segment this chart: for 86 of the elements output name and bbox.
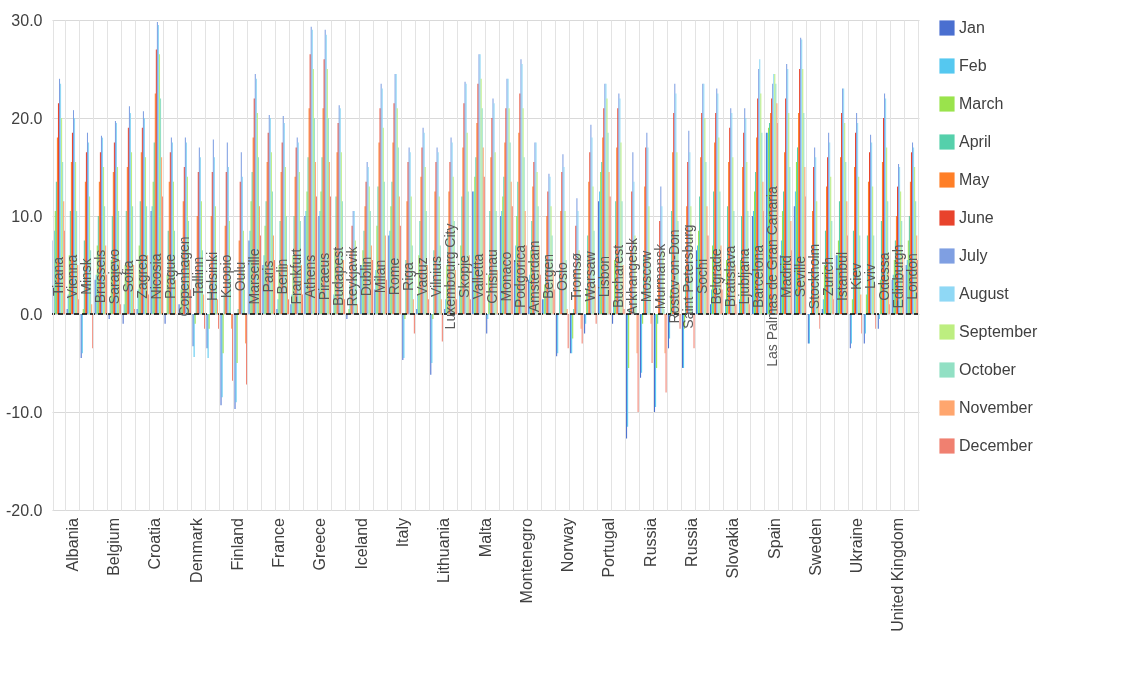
x-tick-label: Zurich xyxy=(819,257,836,296)
text: Denmark xyxy=(187,517,205,583)
x-tick-label: Zagreb xyxy=(134,254,151,299)
text: Iceland xyxy=(352,518,370,570)
x-tick-label: Piraeus xyxy=(316,252,333,301)
legend-label: October xyxy=(959,361,1017,378)
x-tick-label: Lviv xyxy=(861,264,878,289)
text: Croatia xyxy=(146,517,164,570)
text: Sweden xyxy=(806,518,824,576)
x-tick-label: Vaduz xyxy=(414,257,431,296)
text: Montenegro xyxy=(517,517,535,604)
y-tick-label: 0.0 xyxy=(20,305,43,323)
x-tick-label: Vienna xyxy=(64,254,81,299)
x-tick-label: Vilnius xyxy=(428,256,445,297)
y-tick-label: -20.0 xyxy=(6,501,43,519)
text: Italy xyxy=(393,518,411,548)
text: Finland xyxy=(228,518,246,571)
x-tick-label: Saint Petersburg xyxy=(679,224,696,329)
x-tick-label: Madrid xyxy=(777,255,794,298)
x-tick-label: Rostov-on-Don xyxy=(665,229,682,324)
x-tick-label: Rome xyxy=(386,257,403,296)
text: Slovakia xyxy=(724,517,742,579)
legend-label: March xyxy=(959,95,1004,112)
legend-label: August xyxy=(959,285,1010,302)
x-tick-label: Helsinki xyxy=(204,251,221,302)
text: United Kingdom xyxy=(889,518,907,632)
legend-label: Jan xyxy=(959,19,985,36)
x-tick-label: Brussels xyxy=(92,249,109,304)
x-tick-label: Istanbul xyxy=(833,251,850,302)
y-tick-label: 10.0 xyxy=(11,207,43,225)
x-tick-label: Bergen xyxy=(539,253,556,300)
x-tick-label: Arkhangelsk xyxy=(623,236,640,316)
text: Ukraine xyxy=(848,517,866,574)
x-tick-label: Riga xyxy=(400,261,417,291)
legend-label: Feb xyxy=(959,57,987,74)
x-tick-label: Odessa xyxy=(875,252,892,301)
x-tick-label: Warsaw xyxy=(581,250,598,302)
legend-label: April xyxy=(959,133,992,150)
text: Belgium xyxy=(104,518,122,576)
text: Greece xyxy=(311,517,329,571)
x-tick-label: Prague xyxy=(162,253,179,300)
text: Albania xyxy=(63,517,81,572)
legend-label: December xyxy=(959,437,1034,454)
legend-label: November xyxy=(959,399,1034,416)
x-tick-label: Bucharest xyxy=(609,244,626,309)
x-tick-label: Skopje xyxy=(456,254,473,298)
x-tick-label: Kiev xyxy=(847,262,864,291)
x-tick-label: Podgorica xyxy=(511,244,528,309)
x-tick-label: Milan xyxy=(372,259,389,294)
x-tick-label: Kuopio xyxy=(218,254,235,299)
x-tick-label: Athens xyxy=(302,254,319,299)
legend-label: September xyxy=(959,323,1038,340)
x-tick-label: Monaco xyxy=(497,251,514,302)
x-tick-label: Marseille xyxy=(246,248,263,305)
legend-label: June xyxy=(959,209,994,226)
x-tick-label: Stockholm xyxy=(805,243,822,310)
x-tick-label: Sarajevo xyxy=(106,248,123,305)
text: Portugal xyxy=(600,518,618,578)
legend-label: May xyxy=(959,171,990,188)
x-tick-label: Ljubljana xyxy=(735,248,752,305)
x-tick-label: Berlin xyxy=(274,258,291,295)
text: Russia xyxy=(682,517,700,567)
x-tick-label: Luxembourg City xyxy=(442,223,459,330)
y-tick-label: 30.0 xyxy=(11,11,43,29)
y-tick-label: -10.0 xyxy=(6,403,43,421)
text: Spain xyxy=(765,518,783,559)
text: Lithuania xyxy=(435,517,453,583)
x-tick-label: Lisbon xyxy=(595,255,612,298)
y-tick-label: 20.0 xyxy=(11,109,43,127)
x-tick-label: Frankfurt xyxy=(288,248,305,305)
x-tick-label: Paris xyxy=(260,260,277,293)
text: Russia xyxy=(641,517,659,567)
text: Norway xyxy=(559,518,577,573)
x-tick-label: Las Palmas de Gran Canaria xyxy=(763,186,780,367)
x-tick-label: Budapest xyxy=(330,246,347,307)
x-tick-label: Belgrade xyxy=(707,248,724,305)
x-tick-label: Murmansk xyxy=(651,242,668,310)
x-tick-label: Tirana xyxy=(50,256,67,297)
text: France xyxy=(270,517,288,568)
x-tick-label: Tromsø xyxy=(567,252,584,301)
x-tick-label: Minsk xyxy=(78,257,95,295)
text: Malta xyxy=(476,517,494,558)
x-tick-label: Sochi xyxy=(693,258,710,295)
x-tick-label: Seville xyxy=(791,255,808,298)
legend-label: July xyxy=(959,247,988,264)
x-tick-label: Edinburgh xyxy=(889,244,906,309)
